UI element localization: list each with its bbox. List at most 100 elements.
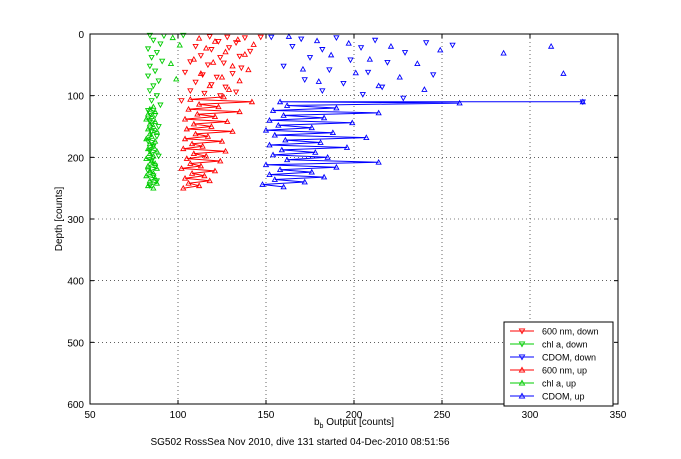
data-point bbox=[269, 107, 277, 113]
data-point bbox=[218, 73, 226, 80]
data-point bbox=[289, 43, 296, 50]
data-point bbox=[285, 33, 293, 39]
data-point bbox=[236, 108, 243, 115]
data-point bbox=[197, 162, 205, 169]
data-point bbox=[301, 77, 308, 83]
data-point bbox=[183, 125, 190, 132]
data-point bbox=[579, 98, 586, 105]
data-point bbox=[195, 182, 203, 189]
legend-entry-label: CDOM, down bbox=[542, 353, 596, 363]
data-point bbox=[204, 133, 212, 139]
data-point bbox=[202, 152, 210, 159]
data-point bbox=[229, 62, 236, 69]
data-point bbox=[192, 79, 199, 86]
caption: SG502 RossSea Nov 2010, dive 131 started… bbox=[150, 437, 450, 448]
data-point bbox=[211, 38, 219, 44]
series-4 bbox=[143, 103, 161, 191]
series-0 bbox=[178, 34, 264, 104]
data-point bbox=[215, 103, 222, 110]
legend-swatch-marker bbox=[518, 354, 526, 361]
data-point bbox=[343, 144, 351, 150]
data-point bbox=[206, 82, 213, 89]
data-point bbox=[276, 166, 284, 173]
data-point bbox=[153, 50, 161, 56]
data-point bbox=[143, 155, 150, 161]
data-point bbox=[155, 153, 162, 160]
data-point bbox=[153, 133, 161, 140]
data-point bbox=[375, 109, 382, 116]
data-point bbox=[146, 140, 154, 147]
data-point bbox=[333, 163, 340, 170]
data-point bbox=[276, 98, 284, 105]
data-point bbox=[329, 129, 337, 136]
data-point bbox=[308, 124, 315, 131]
data-point bbox=[176, 41, 183, 48]
data-point bbox=[194, 110, 201, 117]
data-point bbox=[234, 36, 242, 42]
series-6 bbox=[190, 34, 257, 92]
data-point bbox=[301, 178, 308, 185]
data-point bbox=[181, 115, 189, 122]
data-point bbox=[146, 88, 154, 95]
data-point bbox=[181, 135, 189, 142]
y-axis-label: Depth [counts] bbox=[54, 187, 65, 252]
data-point bbox=[151, 137, 159, 144]
data-point bbox=[422, 40, 430, 46]
data-point bbox=[151, 108, 159, 115]
data-point bbox=[143, 135, 150, 142]
data-point bbox=[262, 126, 270, 133]
data-point bbox=[352, 69, 359, 76]
series-layer bbox=[143, 32, 586, 191]
data-point bbox=[146, 32, 154, 39]
data-point bbox=[146, 167, 154, 174]
data-point bbox=[238, 65, 245, 72]
data-point bbox=[146, 120, 154, 127]
data-point bbox=[211, 167, 219, 174]
legend: 600 nm, down chl a, down CDOM, down 600 nm,… bbox=[503, 321, 614, 407]
data-point bbox=[375, 158, 382, 165]
data-point bbox=[225, 86, 233, 92]
x-tick-label: 100 bbox=[170, 410, 187, 421]
data-point bbox=[456, 99, 463, 106]
data-point bbox=[190, 55, 198, 62]
data-point bbox=[222, 84, 229, 91]
data-point bbox=[246, 48, 254, 55]
legend-entry-label: 600 nm, down bbox=[542, 327, 599, 337]
data-point bbox=[437, 46, 444, 53]
data-point bbox=[312, 149, 319, 155]
data-point bbox=[340, 80, 347, 87]
data-point bbox=[151, 68, 159, 75]
data-point bbox=[320, 114, 328, 121]
data-point bbox=[187, 160, 194, 166]
data-point bbox=[280, 112, 287, 118]
legend-box bbox=[503, 321, 614, 407]
data-point bbox=[143, 172, 150, 179]
legend-entry-label: 600 nm, up bbox=[542, 366, 587, 376]
data-point bbox=[144, 145, 152, 152]
data-point bbox=[262, 161, 270, 168]
data-point bbox=[185, 179, 192, 186]
y-tick-label: 300 bbox=[67, 215, 84, 226]
data-point bbox=[173, 75, 180, 82]
data-point bbox=[236, 77, 243, 84]
data-point bbox=[148, 157, 155, 164]
data-point bbox=[180, 184, 187, 191]
legend-entry-label: chl a, up bbox=[542, 379, 576, 389]
data-point bbox=[250, 41, 257, 47]
data-point bbox=[213, 74, 220, 81]
data-point bbox=[364, 69, 372, 76]
data-point bbox=[192, 43, 199, 50]
x-axis-label: bb Output [counts] bbox=[314, 417, 394, 430]
data-point bbox=[144, 162, 152, 169]
data-point bbox=[188, 170, 196, 176]
tick-layer: 50 100 150 200 250 300 350 0 100 200 300 400 500 600 bbox=[67, 30, 626, 421]
data-point bbox=[192, 130, 199, 137]
x-tick-label: 50 bbox=[84, 410, 96, 421]
data-point bbox=[400, 95, 407, 102]
data-point bbox=[180, 32, 187, 39]
data-point bbox=[185, 105, 192, 112]
data-point bbox=[229, 71, 236, 77]
data-point bbox=[421, 86, 428, 92]
